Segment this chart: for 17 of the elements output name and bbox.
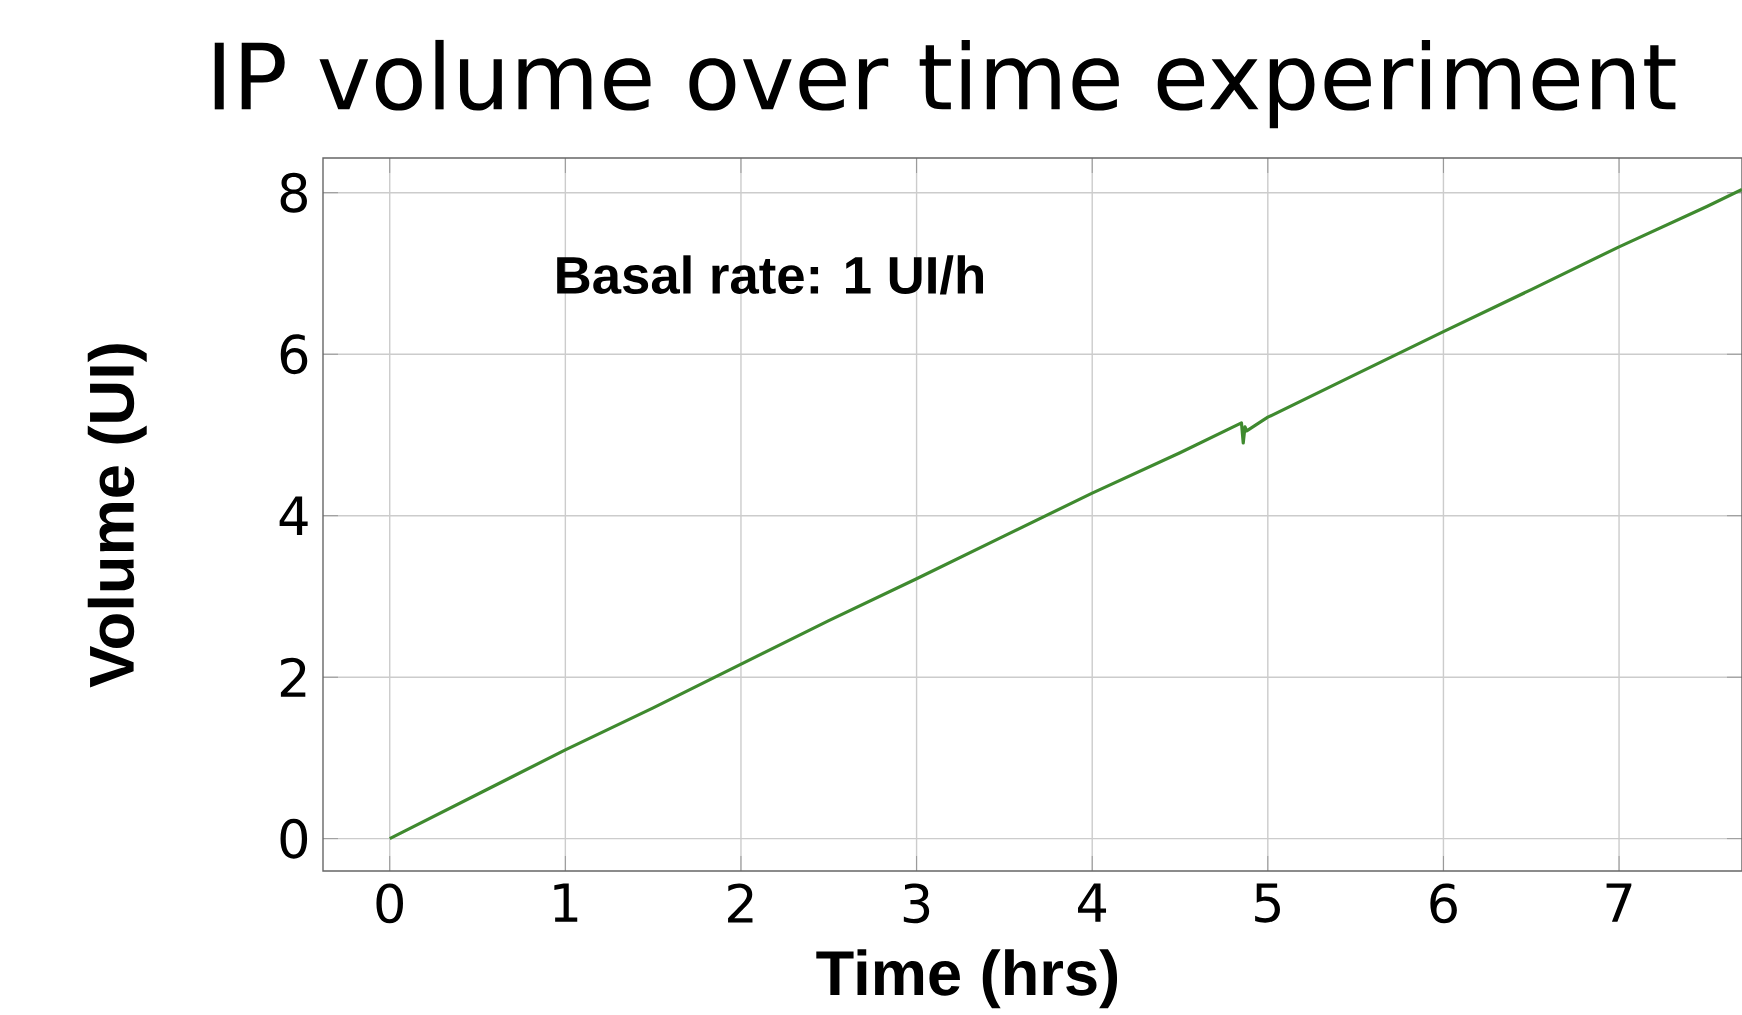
- y-tick-label: 2: [280, 657, 306, 697]
- x-axis-title: Time (hrs): [816, 949, 1118, 1009]
- x-tick-label: 3: [903, 883, 930, 924]
- y-tick-label: 0: [280, 818, 308, 859]
- y-tick-label: 8: [280, 172, 307, 213]
- x-tick-label: 0: [376, 883, 403, 924]
- x-tick-label: 2: [728, 883, 753, 923]
- x-tick-label: 6: [1430, 883, 1457, 924]
- x-tick-label: 4: [1078, 883, 1107, 922]
- x-tick-label: 7: [1606, 883, 1632, 922]
- chart-title: IP volume over time experiment: [214, 39, 1676, 129]
- annotation: Basal rate: 1 UI/h: [557, 255, 983, 295]
- x-tick-label: 5: [1255, 883, 1280, 923]
- y-tick-label: 4: [279, 496, 308, 535]
- y-axis-title: Volume (UI): [87, 344, 147, 688]
- x-tick-label: 1: [554, 883, 578, 922]
- y-tick-label: 6: [280, 334, 308, 375]
